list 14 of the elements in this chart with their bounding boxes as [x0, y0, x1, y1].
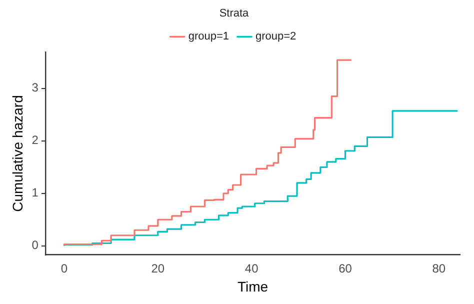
legend-label: group=2	[256, 30, 296, 43]
legend-label: group=1	[188, 30, 230, 43]
legend-title: Strata	[219, 8, 250, 20]
x-tick-label: 80	[432, 261, 446, 276]
x-tick-label: 20	[151, 261, 165, 276]
x-tick-label: 0	[60, 261, 68, 276]
y-tick-label: 0	[32, 238, 39, 252]
y-tick-label: 1	[32, 186, 39, 200]
y-axis-title: Cumulative hazard	[9, 95, 26, 212]
y-tick-label: 3	[32, 80, 39, 95]
x-tick-label: 40	[244, 261, 259, 276]
y-tick-label: 2	[32, 133, 39, 148]
x-axis-title: Time	[237, 278, 268, 294]
x-tick-label: 60	[338, 261, 352, 276]
